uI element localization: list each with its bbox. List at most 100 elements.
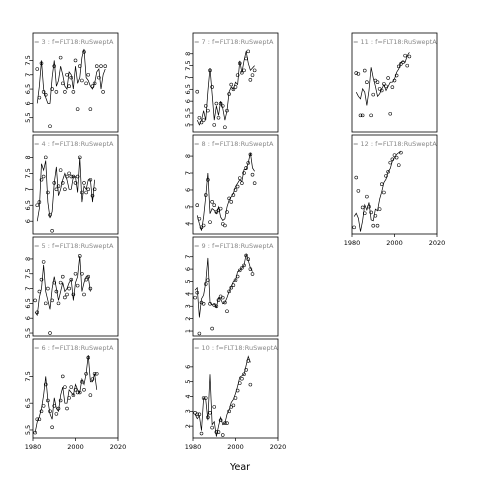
data-point: [193, 295, 197, 300]
data-point: [58, 55, 63, 60]
data-point: [210, 200, 214, 204]
data-point: [225, 309, 229, 313]
data-point: [386, 169, 390, 174]
y-tick-label: 6.5: [184, 84, 192, 94]
data-point: [384, 84, 388, 89]
data-point: [356, 189, 361, 193]
x-tick-label: 2000: [67, 443, 84, 451]
data-point: [35, 417, 40, 422]
data-point: [46, 398, 50, 403]
data-point: [54, 90, 59, 94]
data-point: [235, 73, 240, 77]
data-point: [233, 396, 238, 400]
data-point: [46, 190, 50, 195]
data-point: [75, 390, 80, 395]
data-point: [229, 200, 234, 204]
panel-strip-label: = 7 : f=FLT18:RuSweptA: [194, 38, 274, 46]
data-point: [231, 283, 236, 287]
data-point: [50, 229, 54, 233]
y-tick-label: 6.5: [24, 84, 32, 94]
data-point: [43, 155, 48, 160]
panel-strip-label: = 3 : f=FLT18:RuSweptA: [34, 38, 114, 46]
series-line: [196, 152, 255, 231]
y-tick-label: 2: [184, 424, 192, 428]
data-point: [237, 61, 242, 66]
data-point: [248, 267, 253, 271]
data-point: [197, 216, 202, 221]
data-point: [356, 72, 361, 76]
data-point: [77, 254, 82, 258]
data-point: [88, 107, 93, 111]
x-tick-label: 1980: [25, 443, 42, 451]
data-point: [246, 257, 251, 261]
data-point: [82, 292, 86, 297]
data-point: [199, 225, 204, 229]
data-point: [73, 181, 78, 185]
data-point: [43, 382, 48, 387]
y-tick-label: 1: [184, 329, 192, 333]
y-tick-label: 6.5: [24, 200, 32, 210]
data-point: [377, 207, 382, 211]
data-point: [352, 225, 356, 230]
data-point: [208, 411, 212, 415]
data-point: [71, 174, 76, 179]
y-tick-label: 5.5: [184, 108, 192, 118]
x-tick-label: 2000: [386, 239, 403, 247]
panel-frame: [32, 236, 119, 337]
data-point: [240, 70, 244, 75]
data-point: [84, 81, 88, 86]
series-line: [34, 255, 91, 317]
data-point: [216, 115, 221, 120]
data-point: [90, 84, 95, 88]
data-point: [203, 193, 208, 197]
panel-frame: [32, 134, 119, 235]
data-point: [54, 289, 59, 294]
data-point: [84, 371, 88, 376]
data-point: [242, 68, 246, 73]
y-tick-label: 7: [24, 187, 32, 191]
data-point: [69, 174, 74, 179]
y-tick-label: 5: [184, 380, 192, 384]
y-tick-label: 7.5: [24, 269, 32, 279]
data-point: [218, 101, 223, 106]
panel-7: = 9 : f=FLT18:RuSweptA 1 2 3 4 5 6 7: [184, 236, 279, 337]
data-point: [386, 76, 390, 80]
data-point: [375, 223, 380, 228]
data-point: [227, 289, 231, 294]
y-tick-label: 6.5: [24, 398, 32, 408]
panel-strip-label: = 10 : f=FLT18:RuSweptA: [194, 344, 278, 352]
y-tick-label: 6: [184, 99, 192, 103]
panel-frame: [351, 134, 438, 235]
y-tick-label: 6: [184, 365, 192, 369]
data-point: [216, 430, 221, 434]
panel-6: = 8 : f=FLT18:RuSweptA 4 5 6 7 8: [184, 134, 279, 235]
data-point: [369, 113, 373, 118]
y-tick-label: 5.5: [24, 113, 32, 123]
y-tick-label: 3: [184, 409, 192, 413]
data-point: [373, 213, 378, 218]
data-point: [237, 381, 242, 385]
data-point: [229, 82, 234, 87]
data-point: [407, 54, 412, 59]
panel-3: = 5 : f=FLT18:RuSweptA 5.5 6 6.5 7 7.5 8: [24, 236, 119, 338]
data-point: [77, 64, 82, 68]
data-point: [37, 417, 42, 422]
data-point: [225, 108, 229, 113]
data-point: [52, 404, 57, 408]
data-point: [92, 371, 97, 376]
data-point: [223, 223, 227, 228]
panel-5: = 7 : f=FLT18:RuSweptA 5 5.5 6 6.5 7 7.5 8: [184, 32, 279, 133]
y-tick-label: 5: [184, 123, 192, 127]
data-point: [365, 194, 369, 199]
data-point: [248, 78, 253, 82]
data-point: [233, 188, 238, 192]
data-point: [248, 382, 253, 387]
data-point: [240, 266, 244, 270]
data-point: [233, 85, 238, 89]
panel-1: = 3 : f=FLT18:RuSweptA 5.5 6 6.5 7 7.5: [24, 32, 119, 133]
data-point: [210, 85, 214, 89]
data-point: [354, 71, 359, 75]
data-point: [195, 89, 200, 94]
data-point: [223, 125, 227, 130]
y-tick-label: 8: [184, 52, 192, 56]
